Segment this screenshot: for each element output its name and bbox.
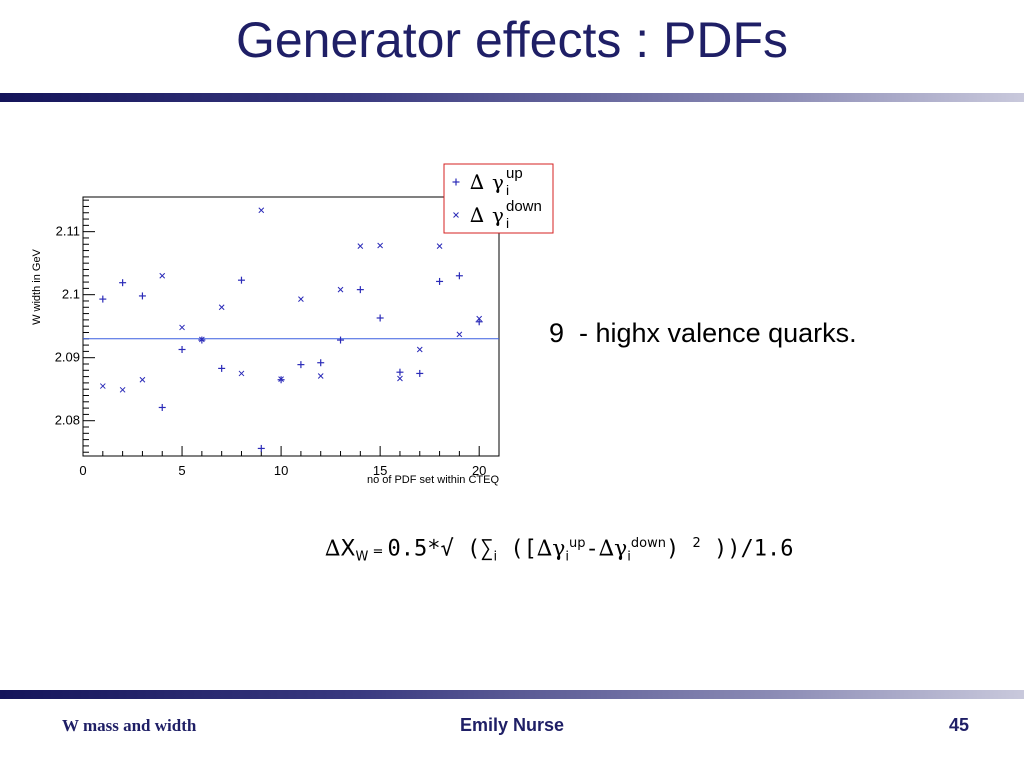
data-point-up [178,346,186,354]
x-tick-label: 0 [79,463,86,478]
data-point-up [337,336,345,344]
data-point-up [218,364,226,372]
data-point-down [456,331,463,338]
formula-down-sup: down [630,536,666,551]
footer-divider [0,690,1024,699]
y-axis-label: W width in GeV [31,248,43,324]
legend-gamma: γ [492,203,504,227]
footer-topic: W mass and width [62,716,197,735]
footer-author: Emily Nurse [459,715,565,735]
data-point-up [356,286,364,294]
annotation-note: 9 - highx valence quarks. [549,318,857,348]
y-tick-label: 2.09 [55,350,80,365]
x-tick-label: 20 [472,463,486,478]
data-point-down [238,370,245,377]
legend-marker-up [452,178,460,186]
pdf-scatter-chart: 0 5 10 15 20 2.08 2.09 2.1 2.11 W width in GeV n… [31,163,554,486]
data-point-down [199,336,205,343]
formula-body2: ([ [497,536,537,562]
data-point-up [158,403,166,411]
legend-delta: ∆ [470,170,484,194]
data-point-up [376,314,384,322]
formula-i-sub: i [493,549,498,565]
chart-legend: ∆ γ iup∆ γ idown [443,163,554,234]
data-point-down [159,272,166,279]
data-point-down [377,242,383,249]
data-point-up [416,369,424,377]
data-point-down [139,376,146,383]
data-point-down [298,296,304,302]
data-point-up [455,272,463,280]
formula-body1: 0.5*√ (∑ [387,536,494,562]
data-point-down [397,375,403,382]
data-point-down [476,315,483,322]
data-point-down [436,243,443,250]
data-point-down [416,346,423,353]
uncertainty-formula: ∆XW = 0.5*√ (∑i ([∆γiup-∆γidown) 2 ))/1.… [325,536,793,565]
x-axis-label: no of PDF set within CTEQ [367,474,499,486]
data-point-up [297,361,305,369]
data-point-up [257,444,265,452]
data-point-down [278,376,284,382]
data-point-up [99,295,107,303]
data-point-up [436,277,444,285]
formula-close1: ) [665,536,693,562]
formula-i-sub-3: i [627,549,631,565]
x-tick-label: 15 [373,463,387,478]
x-tick-label: 5 [178,463,185,478]
formula-up-sup: up [568,536,586,551]
title-divider [0,93,1024,102]
data-point-down [119,386,126,393]
y-tick-label: 2.1 [62,287,80,302]
plot-frame [82,196,500,457]
x-tick-label: 10 [274,463,288,478]
legend-delta: ∆ [470,203,484,227]
data-point-up [317,359,325,367]
data-point-up [475,318,483,326]
legend-superscript: up [506,165,523,182]
legend-subscript: i [506,215,509,231]
data-point-down [258,207,265,214]
slide-title: Generator effects : PDFs [235,12,789,68]
formula-delta-gamma-down: ∆γ [598,536,628,562]
data-point-down [337,286,344,293]
legend-gamma: γ [492,170,504,194]
legend-subscript: i [506,182,509,198]
data-point-down [218,304,225,311]
formula-close2: ))/1.6 [700,536,794,562]
data-point-down [357,243,364,250]
formula-x: X [340,536,356,562]
formula-delta: ∆ [325,536,341,562]
data-point-up [138,292,146,300]
data-point-down [179,324,185,331]
y-tick-label: 2.11 [56,224,80,239]
data-point-up [396,368,404,376]
legend-marker-down [453,212,459,218]
formula-minus: - [585,536,599,562]
formula-i-sub-2: i [565,549,569,565]
formula-square-sup: 2 [692,536,701,551]
formula-delta-gamma-up: ∆γ [536,536,566,562]
legend-superscript: down [506,198,542,215]
formula-w-sub: W [355,549,369,565]
data-point-down [99,383,106,389]
data-point-up [119,279,127,287]
data-point-up [237,276,245,284]
legend-box [443,163,554,234]
data-point-down [317,373,324,379]
page-number: 45 [949,715,970,735]
formula-equals: = [368,544,388,560]
y-tick-label: 2.08 [55,413,80,428]
